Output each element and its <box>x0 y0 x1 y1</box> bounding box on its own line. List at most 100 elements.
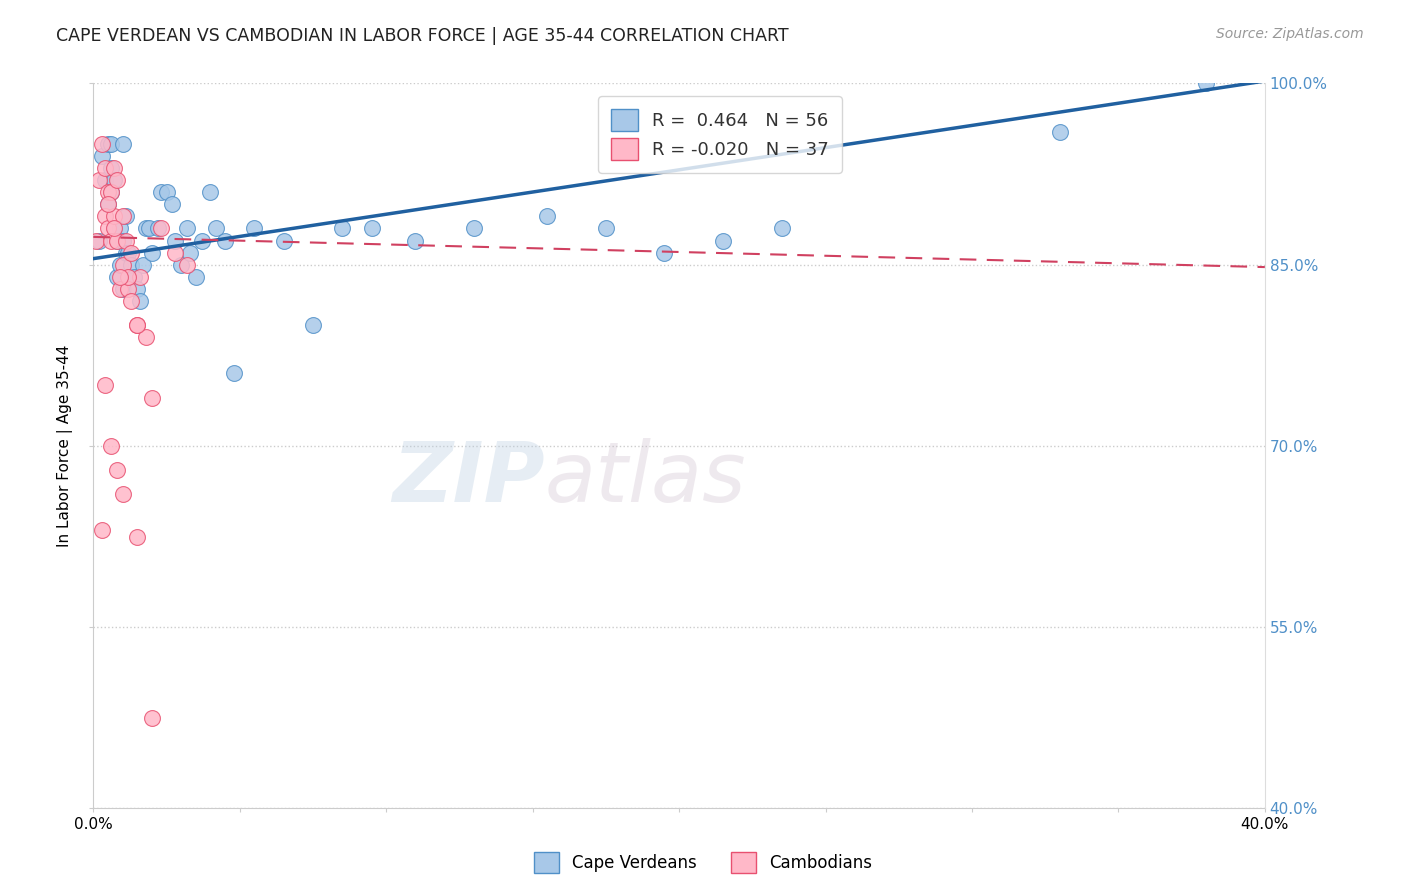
Text: CAPE VERDEAN VS CAMBODIAN IN LABOR FORCE | AGE 35-44 CORRELATION CHART: CAPE VERDEAN VS CAMBODIAN IN LABOR FORCE… <box>56 27 789 45</box>
Point <box>190 234 212 248</box>
Point <box>100 136 122 151</box>
Point <box>176 221 198 235</box>
Point <box>103 221 125 235</box>
Point <box>91 136 114 151</box>
Point <box>127 282 149 296</box>
Point <box>360 221 382 235</box>
Point <box>141 245 163 260</box>
Point <box>536 210 558 224</box>
Point <box>117 282 139 296</box>
Point <box>770 221 793 235</box>
Point <box>100 185 122 199</box>
Point <box>94 173 117 187</box>
Point <box>108 258 131 272</box>
Point <box>103 210 125 224</box>
Point <box>1049 125 1071 139</box>
Point <box>243 221 266 235</box>
Point <box>94 210 117 224</box>
Point <box>105 173 128 187</box>
Point <box>205 221 228 235</box>
Point <box>103 221 125 235</box>
Point <box>111 136 134 151</box>
Text: Source: ZipAtlas.com: Source: ZipAtlas.com <box>1216 27 1364 41</box>
Point <box>94 161 117 175</box>
Point <box>91 149 114 163</box>
Point <box>127 318 149 332</box>
Point <box>103 161 125 175</box>
Point <box>111 282 134 296</box>
Point <box>124 269 146 284</box>
Point <box>111 487 134 501</box>
Point <box>97 185 120 199</box>
Point <box>114 245 136 260</box>
Point <box>127 529 149 543</box>
Point <box>111 210 134 224</box>
Point <box>108 282 131 296</box>
Point <box>100 234 122 248</box>
Point <box>155 185 177 199</box>
Point <box>117 245 139 260</box>
Point <box>97 136 120 151</box>
Point <box>97 221 120 235</box>
Point <box>170 258 193 272</box>
Point <box>120 245 142 260</box>
Point <box>105 269 128 284</box>
Point <box>214 234 236 248</box>
Y-axis label: In Labor Force | Age 35-44: In Labor Force | Age 35-44 <box>58 344 73 547</box>
Point <box>141 711 163 725</box>
Point <box>165 245 187 260</box>
Point <box>120 258 142 272</box>
Point <box>105 463 128 477</box>
Point <box>100 161 122 175</box>
Point <box>135 221 157 235</box>
Point <box>132 258 155 272</box>
Point <box>89 234 111 248</box>
Point <box>105 234 128 248</box>
Point <box>149 185 172 199</box>
Point <box>330 221 353 235</box>
Point <box>108 221 131 235</box>
Point <box>222 367 245 381</box>
Point <box>138 221 160 235</box>
Point <box>135 330 157 344</box>
Point <box>97 197 120 211</box>
Point <box>165 234 187 248</box>
Point <box>176 258 198 272</box>
Point <box>129 269 152 284</box>
Point <box>91 524 114 538</box>
Point <box>114 210 136 224</box>
Point <box>84 234 107 248</box>
Point <box>654 245 676 260</box>
Point <box>97 197 120 211</box>
Point <box>184 269 207 284</box>
Point <box>405 234 427 248</box>
Point <box>129 293 152 308</box>
Point <box>108 269 131 284</box>
Point <box>711 234 734 248</box>
Point <box>94 378 117 392</box>
Legend: Cape Verdeans, Cambodians: Cape Verdeans, Cambodians <box>527 846 879 880</box>
Point <box>89 173 111 187</box>
Text: atlas: atlas <box>544 438 747 519</box>
Point <box>1195 77 1218 91</box>
Point <box>463 221 485 235</box>
Legend: R =  0.464   N = 56, R = -0.020   N = 37: R = 0.464 N = 56, R = -0.020 N = 37 <box>599 96 842 173</box>
Point <box>111 234 134 248</box>
Point <box>149 221 172 235</box>
Point <box>179 245 201 260</box>
Point <box>127 318 149 332</box>
Point <box>100 439 122 453</box>
Point <box>114 234 136 248</box>
Point <box>120 293 142 308</box>
Point <box>117 269 139 284</box>
Point <box>146 221 169 235</box>
Point <box>141 391 163 405</box>
Text: ZIP: ZIP <box>392 438 544 519</box>
Point <box>595 221 617 235</box>
Point <box>273 234 295 248</box>
Point <box>162 197 184 211</box>
Point <box>200 185 222 199</box>
Point <box>100 185 122 199</box>
Point <box>302 318 325 332</box>
Point <box>111 258 134 272</box>
